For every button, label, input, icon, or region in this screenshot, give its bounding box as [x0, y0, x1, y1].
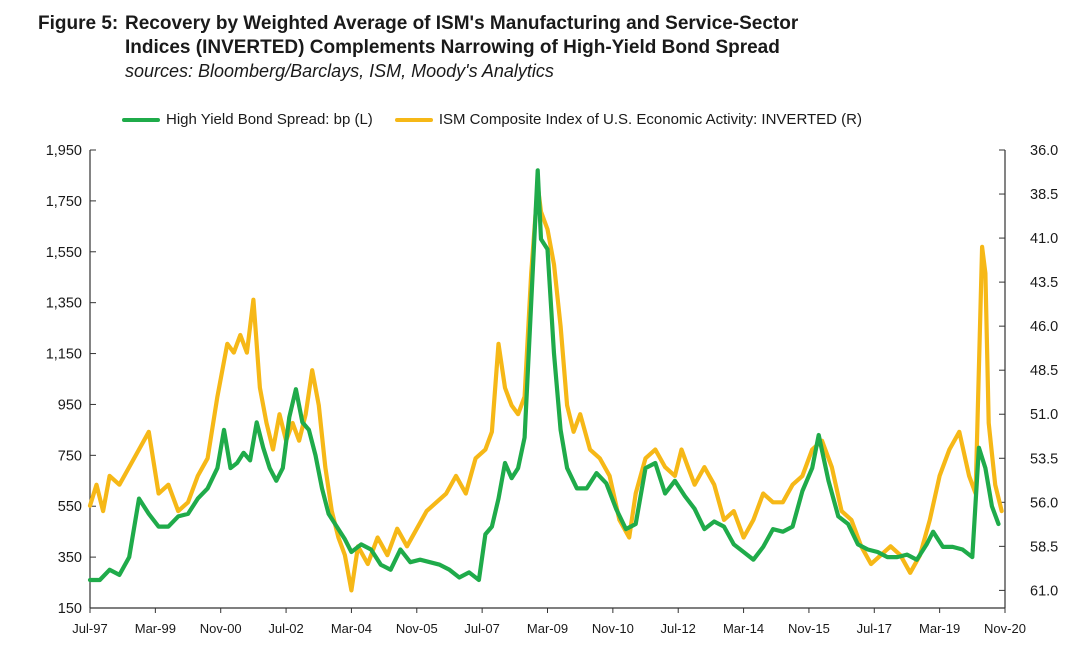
x-axis-tick-label: Mar-14: [723, 621, 764, 636]
legend-item-hy-spread: High Yield Bond Spread: bp (L): [122, 111, 373, 128]
right-axis-tick-label: 41.0: [1030, 231, 1058, 247]
legend-swatch-gold: [394, 117, 433, 122]
left-axis-tick-label: 550: [58, 499, 82, 515]
right-axis-tick-label: 36.0: [1030, 143, 1058, 159]
right-axis-tick-label: 51.0: [1030, 407, 1058, 423]
x-axis-tick-label: Mar-04: [331, 621, 372, 636]
x-axis-tick-label: Mar-99: [135, 621, 176, 636]
right-axis-tick-label: 61.0: [1030, 583, 1058, 599]
figure-title-part-1: Recovery by Weighted Average of ISM's Ma…: [125, 13, 799, 34]
legend-swatch-green: [122, 117, 160, 122]
chart-legend: High Yield Bond Spread: bp (L) ISM Compo…: [122, 111, 884, 128]
x-axis-tick-label: Nov-00: [200, 621, 242, 636]
left-axis-tick-label: 1,550: [46, 245, 82, 261]
series-line-hy-spread: [87, 168, 1001, 583]
x-axis-tick-label: Mar-19: [919, 621, 960, 636]
x-axis-tick-label: Jul-17: [857, 621, 892, 636]
x-axis-tick-label: Nov-20: [984, 621, 1026, 636]
legend-label-ism: ISM Composite Index of U.S. Economic Act…: [438, 111, 862, 128]
left-axis-tick-label: 750: [58, 448, 82, 464]
right-axis-tick-label: 38.5: [1030, 187, 1058, 203]
right-axis-tick-label: 58.5: [1030, 539, 1058, 555]
figure-sources: sources: Bloomberg/Barclays, ISM, Moody'…: [125, 61, 554, 81]
x-axis-tick-label: Jul-02: [268, 621, 303, 636]
x-axis-tick-label: Jul-12: [661, 621, 696, 636]
x-axis-tick-label: Nov-15: [788, 621, 830, 636]
right-axis-tick-label: 43.5: [1030, 275, 1058, 291]
x-axis-tick-label: Mar-09: [527, 621, 568, 636]
left-axis-tick-label: 350: [58, 550, 82, 566]
legend-label-hy-spread: High Yield Bond Spread: bp (L): [166, 111, 373, 128]
figure-title-line-1: Figure 5: Recovery by Weighted Average of…: [38, 12, 798, 36]
left-axis-tick-label: 1,350: [46, 296, 82, 312]
right-axis-tick-label: 53.5: [1030, 451, 1058, 467]
figure-title-line-2: Indices (INVERTED) Complements Narrowing…: [125, 37, 780, 58]
chart-series-layer: [87, 168, 1004, 593]
x-axis-tick-label: Jul-97: [72, 621, 107, 636]
x-axis-tick-label: Jul-07: [464, 621, 499, 636]
x-axis-tick-label: Nov-05: [396, 621, 438, 636]
left-axis-tick-label: 1,950: [46, 143, 82, 159]
figure-label: Figure 5:: [38, 13, 119, 34]
legend-item-ism: ISM Composite Index of U.S. Economic Act…: [394, 111, 862, 128]
title-block: Figure 5: Recovery by Weighted Average of…: [38, 12, 798, 82]
chart-axes: 1,950 1,750 1,550 1,350 1,150 950 750 550 350 150…: [46, 143, 1059, 636]
left-axis-tick-label: 1,750: [46, 194, 82, 210]
left-axis-tick-label: 950: [58, 397, 82, 413]
left-axis-tick-label: 150: [58, 601, 82, 617]
x-axis-tick-label: Nov-10: [592, 621, 634, 636]
right-axis-tick-label: 46.0: [1030, 319, 1058, 335]
left-axis-tick-label: 1,150: [46, 347, 82, 363]
right-axis-tick-label: 48.5: [1030, 363, 1058, 379]
right-axis-tick-label: 56.0: [1030, 495, 1058, 511]
